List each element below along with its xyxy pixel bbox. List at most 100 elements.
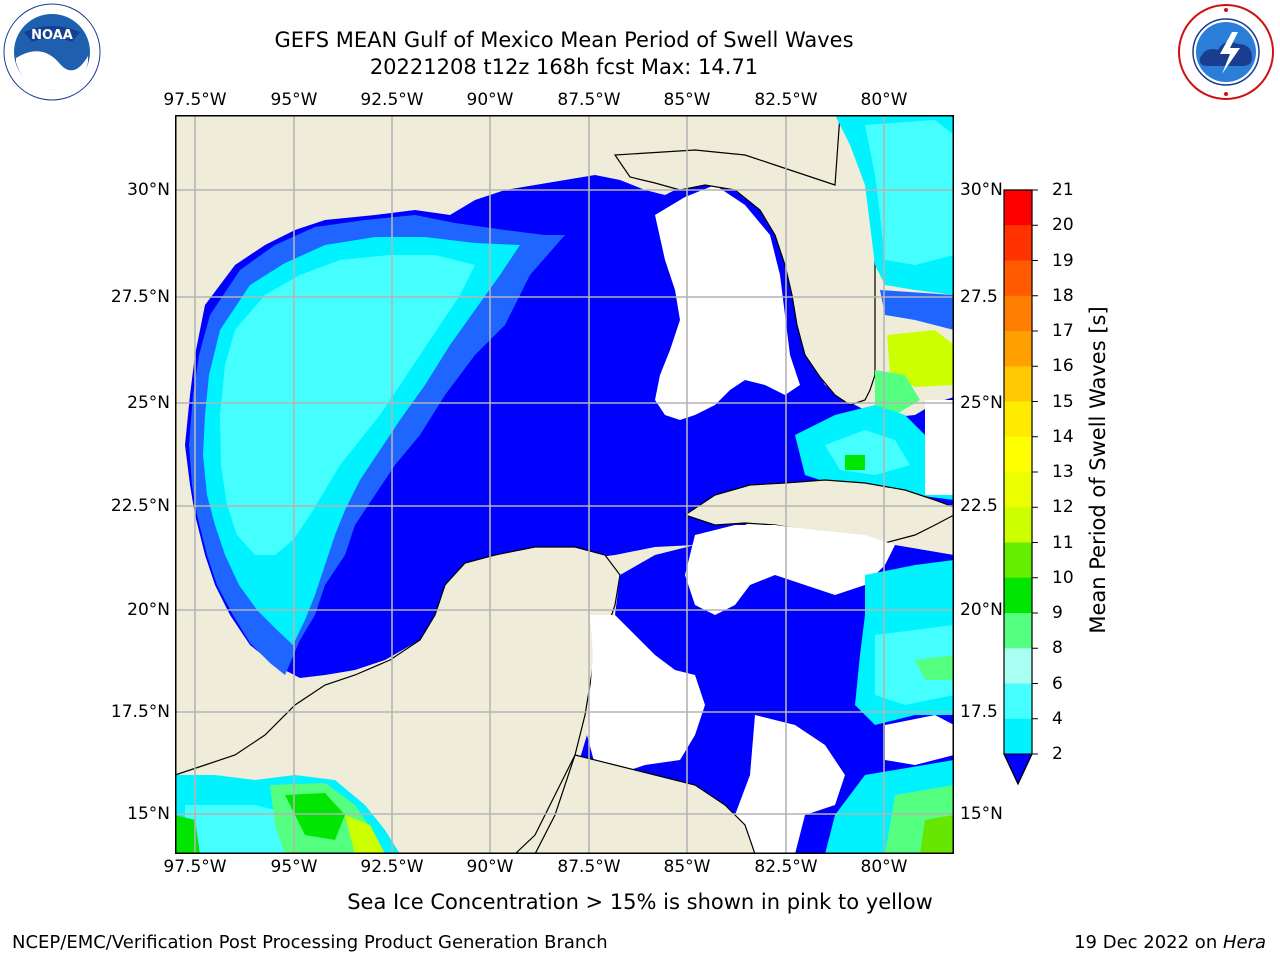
lat-label-left: 30°N (127, 180, 170, 200)
colorbar-tick-label: 9 (1052, 603, 1063, 623)
colorbar-segment (1004, 472, 1032, 508)
colorbar-tick-label: 12 (1052, 497, 1074, 518)
lat-label-left: 20°N (127, 600, 170, 620)
lat-label-left: 25°N (127, 393, 170, 413)
colorbar-tick-label: 18 (1052, 285, 1074, 306)
noaa-logo: NOAA (2, 2, 102, 106)
map-svg (174, 114, 955, 855)
noaa-logo-center-text: NOAA (31, 28, 73, 43)
lon-label-top: 82.5°W (754, 90, 818, 110)
colorbar-tick-label: 4 (1052, 708, 1063, 729)
map-panel (174, 114, 955, 858)
lon-label-top: 80°W (860, 90, 908, 110)
colorbar-label: Mean Period of Swell Waves [s] (1086, 306, 1110, 634)
lon-label-bottom: 80°W (860, 857, 908, 877)
colorbar-segment (1004, 613, 1032, 649)
lat-label-right: 30°N (960, 180, 1003, 200)
lat-label-left: 27.5°N (110, 287, 170, 307)
colorbar (1000, 186, 1040, 790)
lat-label-right: 25°N (960, 393, 1003, 413)
lat-label-left: 17.5°N (110, 702, 170, 722)
nws-logo (1176, 2, 1276, 106)
colorbar-tick-label: 11 (1052, 532, 1074, 553)
footer-host: Hera (1222, 932, 1266, 953)
atlantic-blue-strip (880, 290, 954, 330)
lon-label-bottom: 90°W (466, 857, 514, 877)
map-title: GEFS MEAN Gulf of Mexico Mean Period of … (274, 28, 854, 52)
lon-label-bottom: 82.5°W (754, 857, 818, 877)
lon-label-top: 90°W (466, 90, 514, 110)
colorbar-tick-label: 2 (1052, 744, 1063, 764)
lon-label-top: 87.5°W (557, 90, 621, 110)
caribbean-light-cyan-east (875, 625, 954, 705)
colorbar-segment (1004, 507, 1032, 543)
lon-label-top: 97.5°W (163, 90, 227, 110)
colorbar-tick-label: 14 (1052, 426, 1074, 447)
footer-right: 19 Dec 2022 on Hera (1074, 932, 1266, 954)
colorbar-tick-label: 20 (1052, 215, 1074, 236)
colorbar-tick-label: 19 (1052, 250, 1074, 271)
lon-label-bottom: 87.5°W (557, 857, 621, 877)
lat-label-right: 17.5 (960, 702, 998, 722)
colorbar-tick-label: 21 (1052, 180, 1074, 200)
colorbar-segment (1004, 542, 1032, 579)
colorbar-segment (1004, 683, 1032, 720)
lat-label-right: 27.5 (960, 287, 998, 307)
colorbar-segment (1004, 648, 1032, 684)
colorbar-segment (1004, 436, 1032, 473)
caribbean-south-yellow (920, 815, 954, 854)
caribbean-white-region-central (685, 525, 895, 615)
central-america-land (534, 754, 756, 855)
pacific-green-left (175, 815, 200, 854)
lon-label-bottom: 97.5°W (163, 857, 227, 877)
graticule (175, 115, 954, 854)
footer-date: 19 Dec 2022 on (1074, 932, 1223, 953)
atlantic-light-cyan-area (865, 120, 954, 265)
lon-label-top: 85°W (663, 90, 711, 110)
bahamas-yellow-patch (887, 330, 954, 387)
lon-label-top: 95°W (270, 90, 318, 110)
sea-ice-note-text: Sea Ice Concentration > 15% is shown in … (347, 890, 933, 914)
gulf-white-patch (710, 340, 735, 360)
lon-label-bottom: 95°W (270, 857, 318, 877)
colorbar-segment (1004, 577, 1032, 614)
lat-label-right: 22.5 (960, 496, 998, 516)
pacific-yellow-green (345, 815, 385, 854)
colorbar-tick-label: 6 (1052, 673, 1063, 694)
gulf-white-region-ne (655, 185, 800, 420)
footer-left: NCEP/EMC/Verification Post Processing Pr… (12, 932, 608, 953)
lat-label-left: 15°N (127, 804, 170, 824)
lat-label-left: 22.5°N (110, 496, 170, 516)
colorbar-tick-label: 15 (1052, 391, 1074, 412)
florida-land (613, 114, 876, 406)
colorbar-segment (1004, 225, 1032, 261)
lon-label-bottom: 92.5°W (360, 857, 424, 877)
colorbar-segment (1004, 331, 1032, 367)
lon-label-bottom: 85°W (663, 857, 711, 877)
colorbar-extend-triangle (1003, 753, 1033, 786)
caribbean-white-region-west (587, 615, 705, 775)
lon-label-top: 92.5°W (360, 90, 424, 110)
lat-label-right: 20°N (960, 600, 1003, 620)
caribbean-white-patch-east (885, 715, 954, 765)
colorbar-segment (1004, 366, 1032, 402)
colorbar-tick-label: 13 (1052, 462, 1074, 482)
colorbar-segment (1004, 260, 1032, 297)
lat-label-right: 15°N (960, 804, 1003, 824)
colorbar-segment (1004, 718, 1032, 755)
atlantic-white-patch (925, 400, 954, 495)
map-subtitle: 20221208 t12z 168h fcst Max: 14.71 (369, 55, 759, 79)
colorbar-svg (1003, 189, 1038, 786)
colorbar-tick-label: 17 (1052, 321, 1074, 341)
caribbean-green-east (915, 655, 954, 680)
colorbar-frame (1003, 189, 1033, 786)
colorbar-segment (1004, 190, 1032, 226)
colorbar-tick-label: 8 (1052, 638, 1063, 659)
colorbar-segment (1004, 295, 1032, 332)
pacific-bright-green (285, 793, 345, 840)
sea-ice-note: Sea Ice Concentration > 15% is shown in … (0, 890, 1280, 914)
colorbar-segment (1004, 401, 1032, 438)
caribbean-white-region-south (715, 715, 845, 854)
bahamas-green-dot (845, 455, 865, 470)
gulf-light-cyan-area (220, 255, 475, 555)
